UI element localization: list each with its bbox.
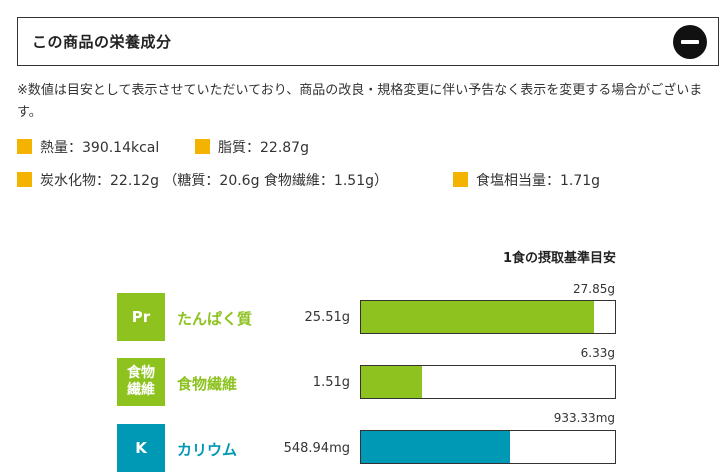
- fat-text: 脂質：22.87g: [218, 140, 309, 156]
- nutrient-value: 1.51g: [312, 375, 350, 390]
- reference-value: 6.33g: [580, 346, 615, 360]
- marker-square: [195, 139, 210, 154]
- nutrient-label: たんぱく質: [177, 310, 253, 328]
- summary-calories: 熱量：390.14kcal: [17, 137, 159, 157]
- progress-bar-fill: [361, 301, 594, 333]
- marker-square: [17, 172, 32, 187]
- progress-bar: [360, 365, 616, 399]
- badge-text: K: [135, 439, 147, 457]
- potassium-badge: K: [117, 424, 165, 472]
- nutrient-row-protein: 27.85g Pr たんぱく質 25.51g: [0, 276, 726, 341]
- reference-value: 933.33mg: [553, 411, 615, 425]
- reference-title: 1食の摂取基準目安: [502, 251, 616, 266]
- summary-row-1: 熱量：390.14kcal 脂質：22.87g: [17, 137, 717, 159]
- disclaimer-note: ※数値は目安として表示させていただいており、商品の改良・規格変更に伴い予告なく表…: [17, 83, 703, 120]
- nutrient-value: 25.51g: [304, 310, 350, 325]
- reference-value: 27.85g: [573, 282, 615, 296]
- progress-bar-fill: [361, 366, 422, 398]
- protein-badge: Pr: [117, 293, 165, 341]
- nutrient-row-potassium: 933.33mg K カリウム 548.94mg: [0, 406, 726, 472]
- carbs-text: 炭水化物：22.12g （糖質：20.6g 食物繊維：1.51g）: [40, 173, 388, 189]
- marker-square: [17, 139, 32, 154]
- minus-bar: [681, 40, 699, 44]
- section-title: この商品の栄養成分: [32, 33, 172, 51]
- summary-salt: 食塩相当量：1.71g: [453, 170, 600, 190]
- progress-bar-fill: [361, 431, 511, 463]
- nutrient-row-fiber: 6.33g 食物 繊維 食物繊維 1.51g: [0, 341, 726, 406]
- progress-bar: [360, 300, 616, 334]
- nutrient-label: 食物繊維: [177, 375, 238, 393]
- badge-text: Pr: [131, 308, 151, 326]
- calories-text: 熱量：390.14kcal: [40, 140, 160, 156]
- progress-bar: [360, 430, 616, 464]
- nutrition-accordion-header[interactable]: この商品の栄養成分: [17, 17, 719, 66]
- salt-text: 食塩相当量：1.71g: [476, 173, 601, 189]
- badge-text: 食物 繊維: [117, 358, 165, 399]
- nutrient-value: 548.94mg: [283, 441, 350, 456]
- minus-circle-icon[interactable]: [673, 25, 707, 59]
- nutrient-label: カリウム: [177, 441, 238, 459]
- summary-fat: 脂質：22.87g: [195, 137, 309, 157]
- badge-line-1: 食物: [127, 365, 155, 381]
- badge-line-2: 繊維: [127, 382, 155, 398]
- fiber-badge: 食物 繊維: [117, 358, 165, 406]
- summary-row-2: 炭水化物：22.12g （糖質：20.6g 食物繊維：1.51g） 食塩相当量：…: [17, 170, 717, 192]
- summary-carbs: 炭水化物：22.12g （糖質：20.6g 食物繊維：1.51g）: [17, 170, 388, 190]
- marker-square: [453, 172, 468, 187]
